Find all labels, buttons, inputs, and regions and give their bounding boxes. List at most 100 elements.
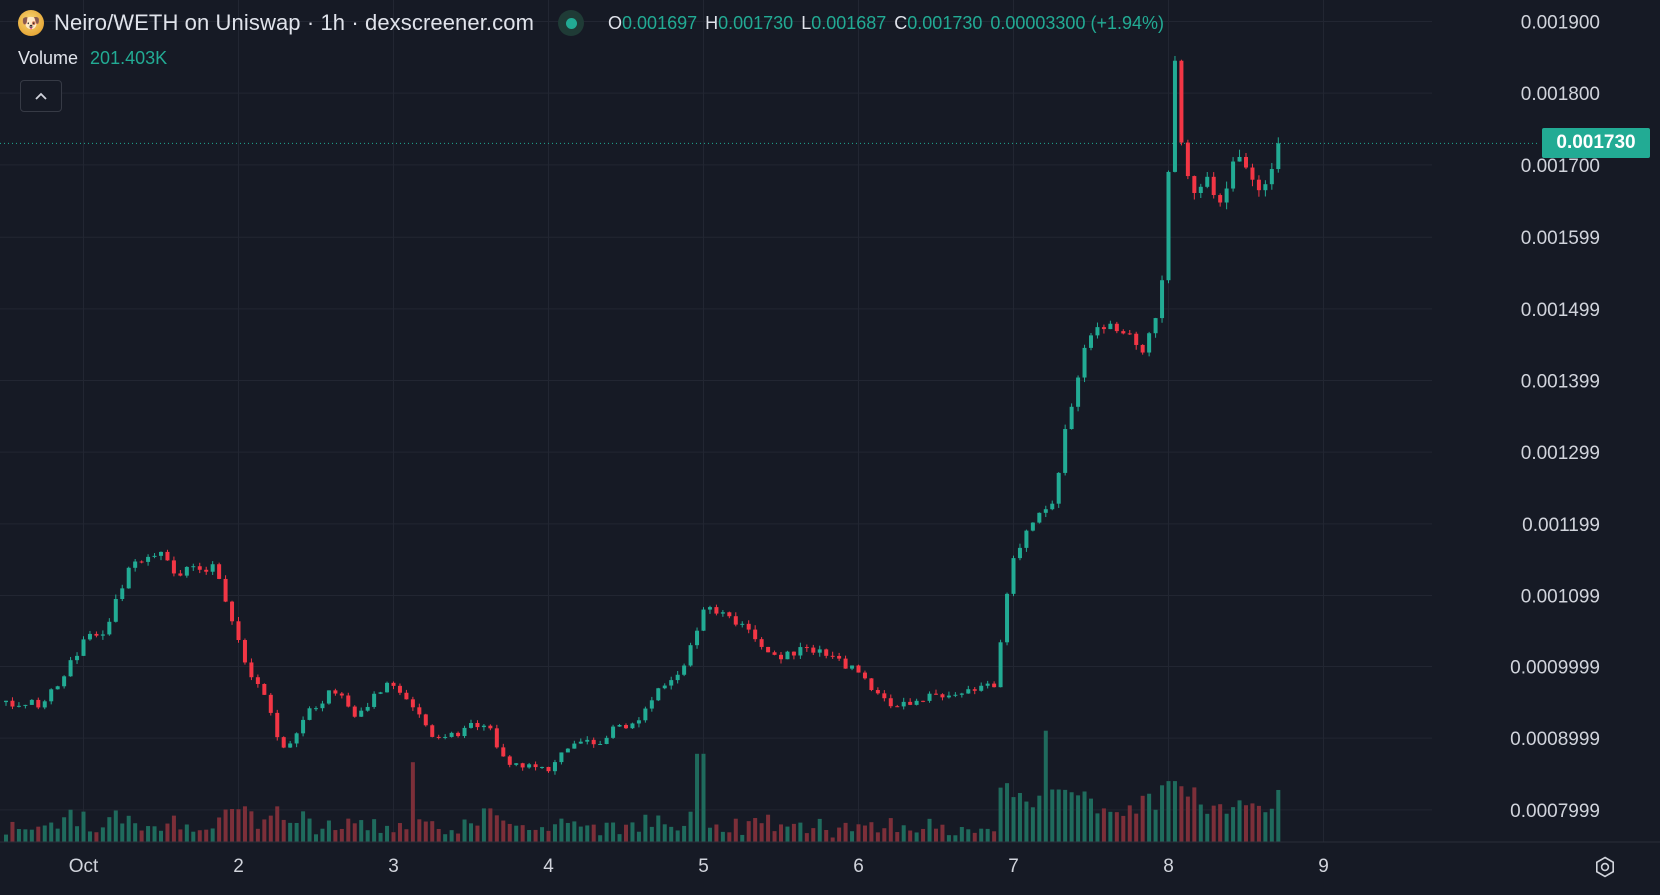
candle: [901, 697, 906, 710]
candle-body: [436, 736, 441, 738]
candle-body: [1037, 512, 1042, 523]
volume-bar: [120, 823, 125, 842]
candle-body: [294, 733, 299, 744]
candle-body: [1095, 327, 1100, 336]
candle: [682, 663, 687, 677]
price-axis-label: 0.001199: [1522, 515, 1600, 536]
volume-bar: [320, 828, 325, 842]
candle: [811, 644, 816, 656]
candle-body: [778, 654, 784, 660]
volume-bar: [520, 825, 525, 842]
candle-body: [1127, 333, 1132, 335]
volume-bar: [552, 824, 557, 842]
candle-body: [804, 647, 809, 649]
candle-body: [171, 560, 176, 574]
volume-bar: [830, 837, 835, 842]
candle: [146, 554, 151, 566]
candle: [230, 600, 235, 625]
candle: [1134, 331, 1139, 350]
candle: [307, 706, 312, 721]
volume-bar: [824, 829, 829, 842]
candle-body: [107, 621, 112, 635]
candle: [546, 766, 551, 773]
candle-body: [1017, 547, 1022, 559]
candle-body: [1114, 323, 1119, 332]
volume-bar: [333, 830, 338, 842]
candle: [1243, 153, 1249, 170]
candle: [1185, 139, 1190, 180]
candle-body: [1198, 186, 1203, 194]
candle-body: [733, 616, 738, 625]
candle-body: [55, 686, 60, 690]
candle-body: [204, 569, 209, 572]
candle: [410, 696, 415, 711]
volume-bar: [1017, 792, 1022, 842]
candle: [165, 549, 170, 561]
candle: [100, 630, 105, 640]
candle-body: [359, 710, 364, 717]
candle: [1114, 321, 1119, 334]
candle-body: [559, 752, 564, 763]
candle-body: [1011, 558, 1016, 594]
candle: [830, 651, 835, 659]
candle: [953, 692, 958, 698]
candle: [552, 759, 557, 775]
candle: [1069, 403, 1074, 430]
candle-body: [514, 763, 519, 765]
candle-body: [611, 726, 616, 738]
candle-body: [372, 693, 377, 707]
volume-bar: [985, 828, 990, 842]
candle: [669, 676, 674, 690]
volume-bar: [1276, 789, 1281, 842]
gear-icon: [1596, 856, 1614, 878]
volume-bar: [837, 827, 842, 842]
chart-settings-button[interactable]: [1590, 852, 1620, 882]
volume-bar: [720, 831, 725, 842]
volume-bar: [3, 834, 9, 842]
candle-body: [178, 573, 183, 576]
candle-body: [785, 651, 790, 660]
volume-bar: [29, 829, 34, 842]
candle: [68, 656, 73, 677]
price-axis-label: 0.001700: [1521, 156, 1600, 177]
candle-body: [410, 699, 415, 708]
candle-body: [707, 607, 712, 610]
candle: [158, 551, 164, 561]
candle-body: [675, 674, 680, 681]
volume-bar: [255, 828, 260, 842]
candle-body: [288, 743, 293, 748]
volume-bar: [1114, 812, 1119, 842]
candle: [927, 691, 932, 703]
candle: [1211, 172, 1216, 199]
candle-body: [908, 701, 913, 705]
candle: [1276, 137, 1281, 173]
candle: [1263, 180, 1268, 197]
price-axis-label: 0.001299: [1521, 443, 1600, 464]
candle-body: [714, 607, 719, 614]
candle-body: [1263, 184, 1268, 191]
candle-body: [126, 567, 131, 589]
volume-bar: [100, 827, 105, 842]
time-axis-label: 4: [543, 856, 554, 877]
candle-body: [979, 685, 984, 691]
collapse-legend-button[interactable]: [20, 80, 62, 112]
candle-body: [695, 630, 700, 646]
candle-body: [578, 741, 583, 744]
volume-bar: [759, 823, 764, 842]
volume-bar: [494, 815, 499, 842]
candle-body: [1224, 188, 1229, 203]
candle-body: [791, 651, 796, 656]
volume-bar: [230, 808, 235, 842]
candle: [385, 681, 390, 693]
candle-body: [817, 649, 822, 653]
volume-bar: [927, 818, 932, 842]
candle-body: [333, 690, 338, 694]
candle: [488, 724, 493, 731]
volume-bar: [611, 822, 616, 842]
volume-bar: [275, 806, 280, 842]
candle-body: [1269, 169, 1274, 185]
volume-bar: [843, 822, 848, 842]
